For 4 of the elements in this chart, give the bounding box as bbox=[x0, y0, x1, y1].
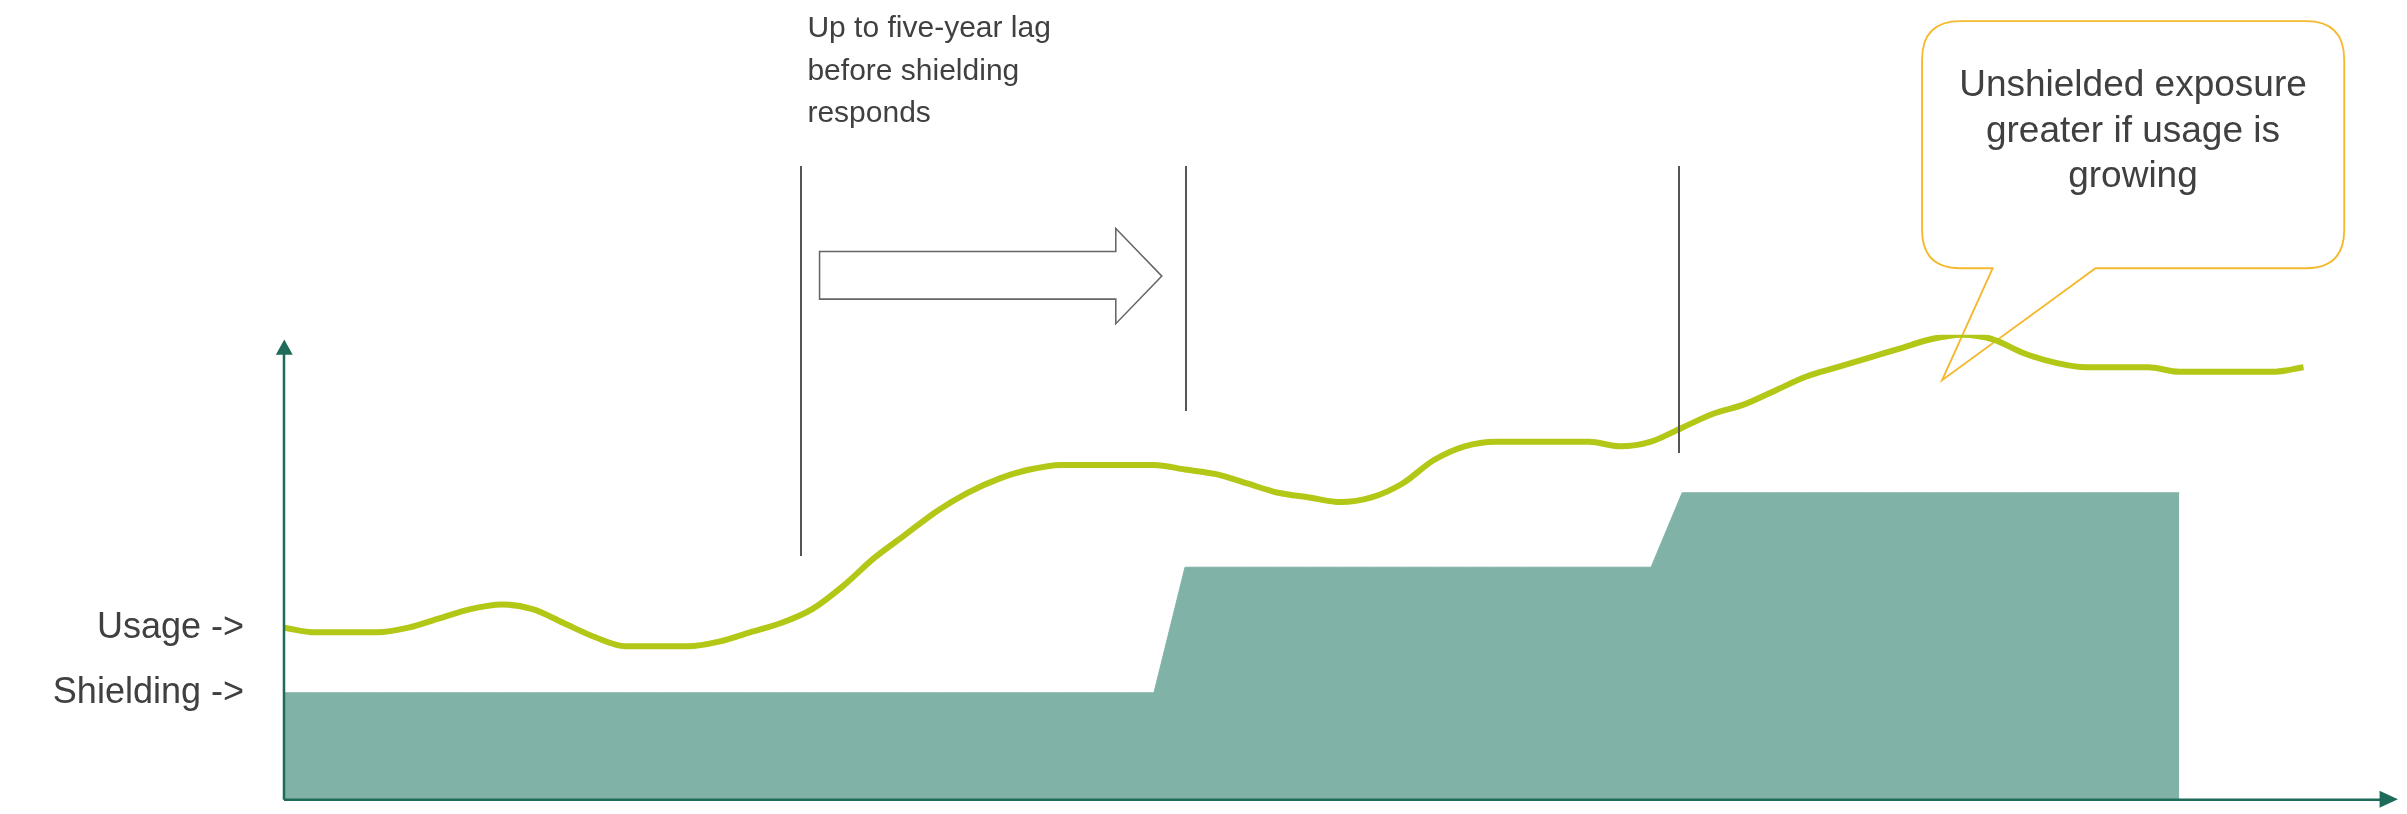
text: Up to five-year lag before shielding responds bbox=[807, 9, 1052, 131]
text: Unshielded exposure greater if usage is growing bbox=[1958, 62, 2308, 197]
text: Usage -> bbox=[96, 604, 244, 646]
text: Shielding -> bbox=[52, 669, 244, 711]
